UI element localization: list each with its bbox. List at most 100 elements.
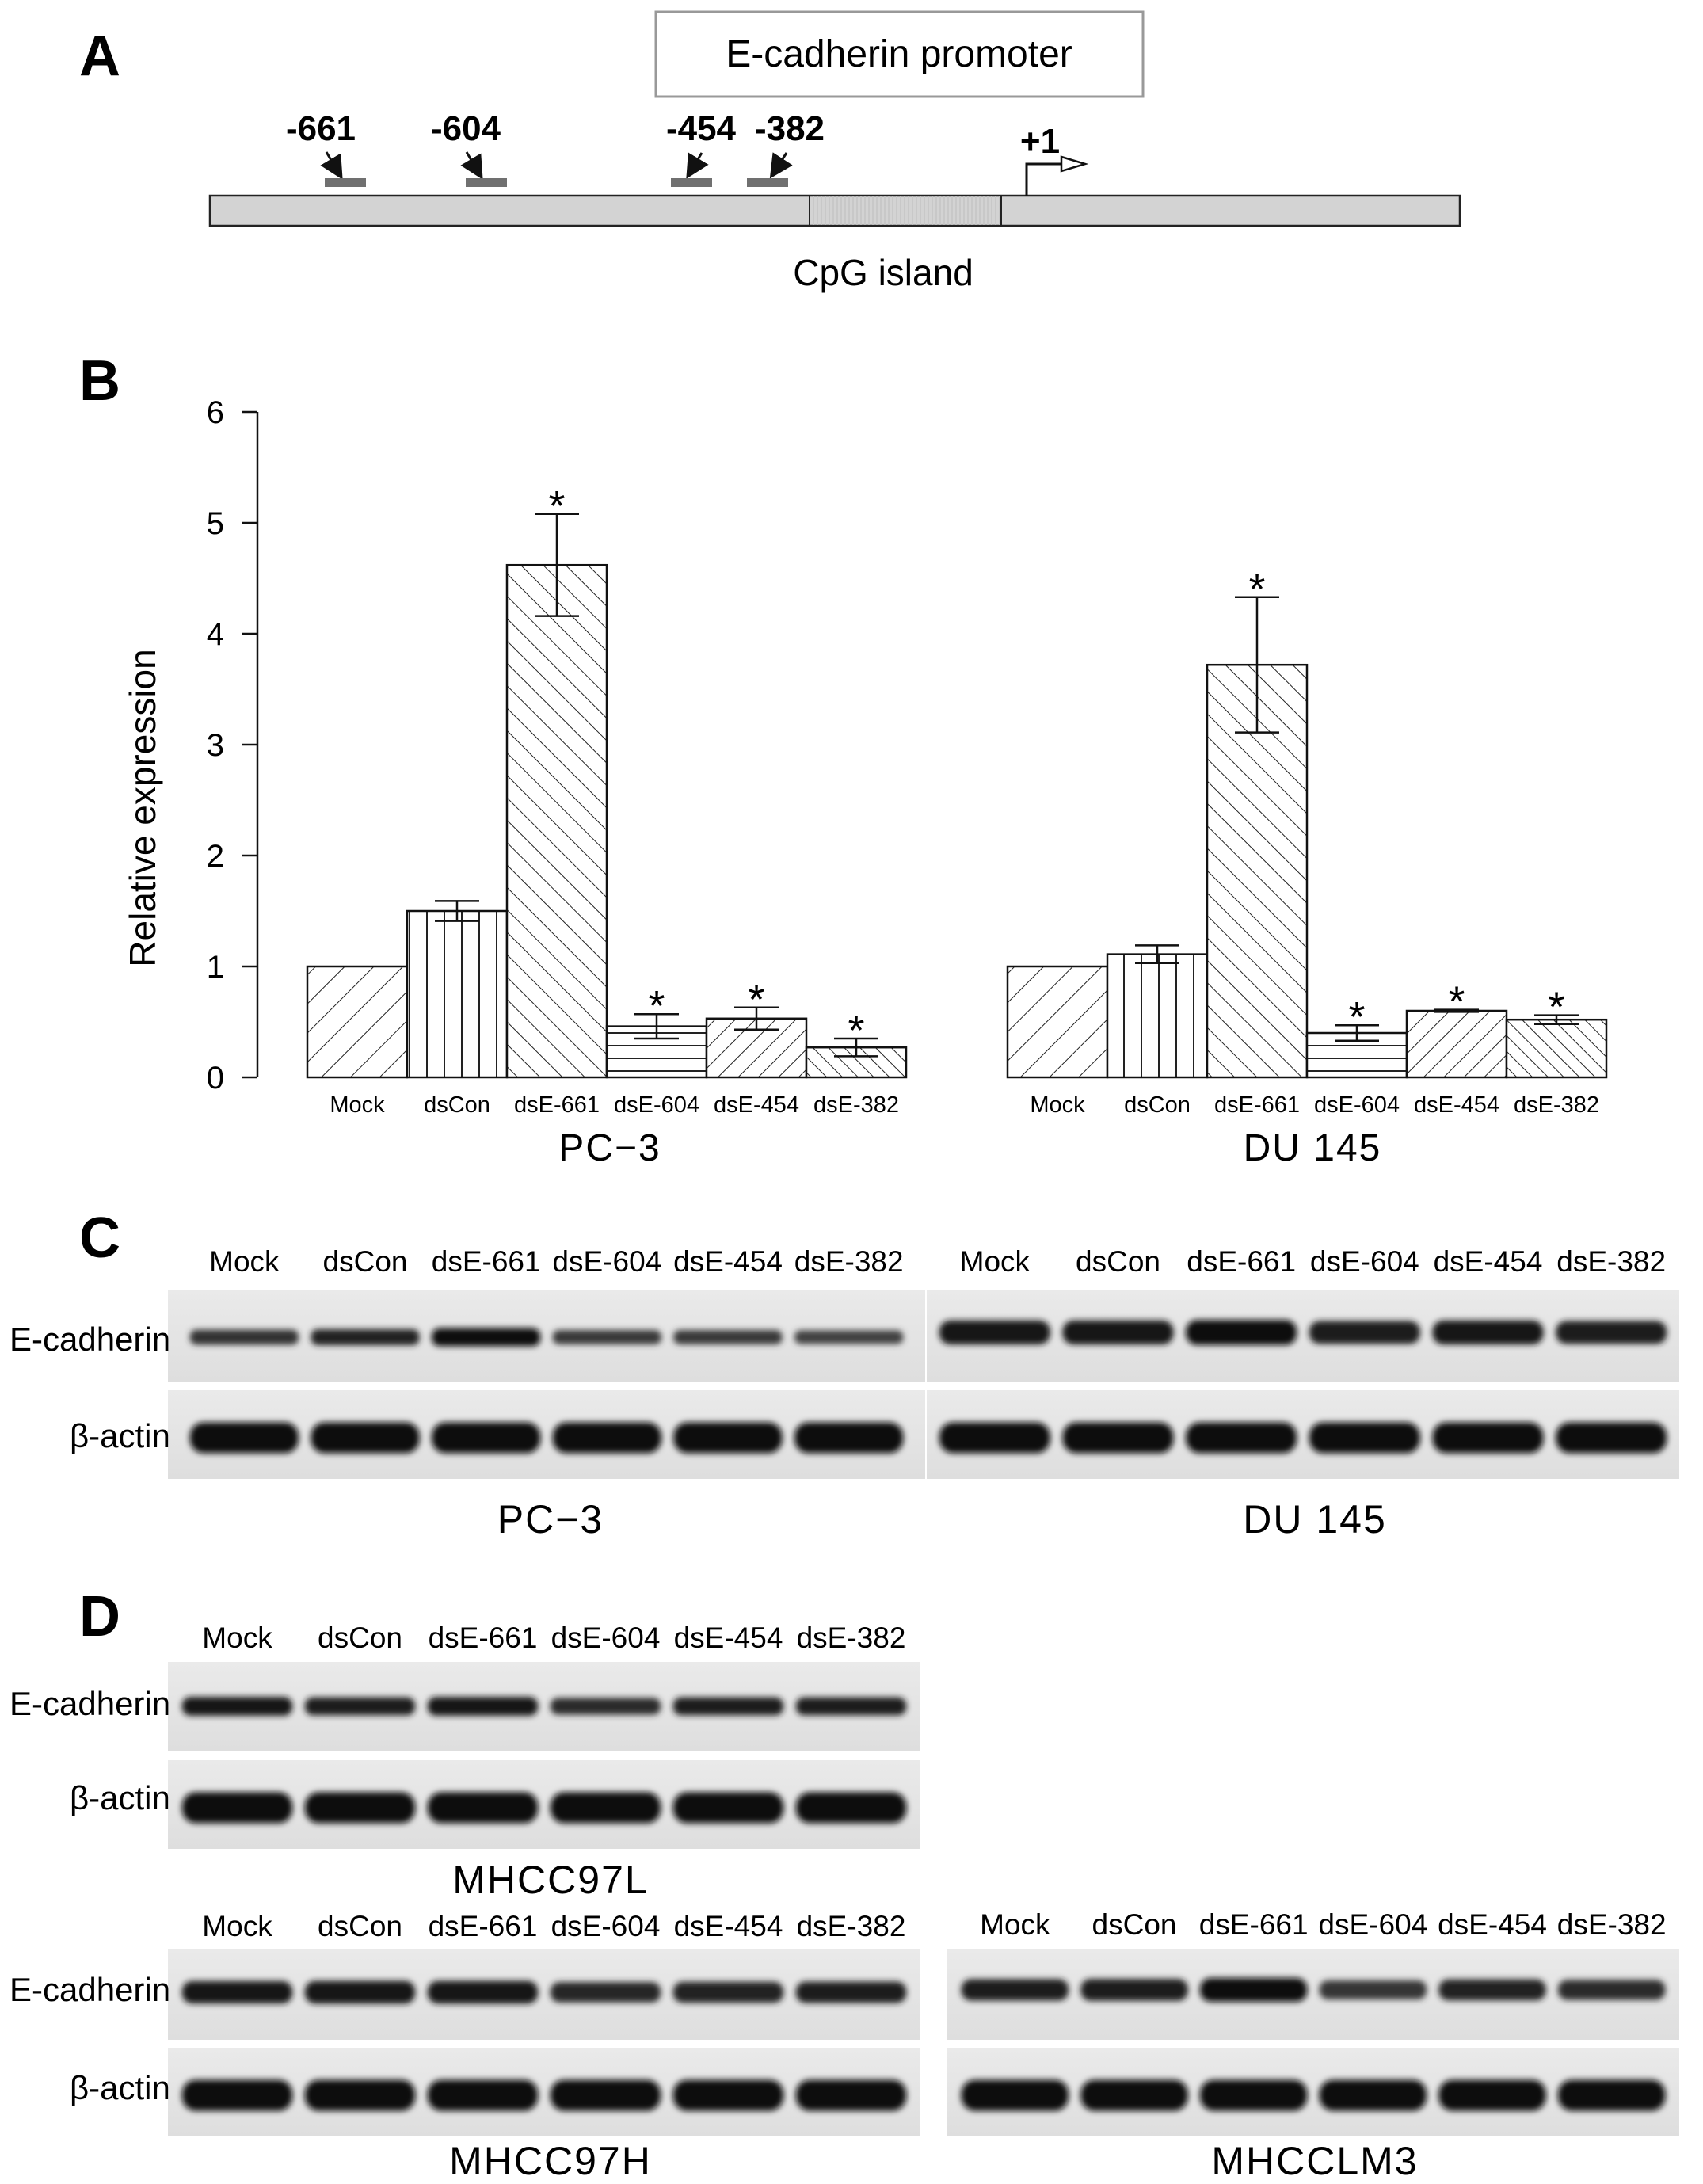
group-label-pc3: PC−3 [558, 1127, 661, 1169]
ecadherin-band [431, 1328, 541, 1347]
significance-star: * [848, 1007, 864, 1054]
x-tick-label: dsE-454 [1414, 1092, 1499, 1118]
x-tick-labels: Mock dsCon dsE-661 dsE-604 dsE-454 dsE-382 Moc… [330, 1092, 1599, 1118]
x-tick-label: dsE-604 [614, 1092, 699, 1118]
panel-b-letter: B [79, 349, 120, 413]
lane-label: dsE-454 [673, 1245, 783, 1278]
blot-mhcclm3: Mock dsCon dsE-661 dsE-604 dsE-454 dsE-382 [947, 1908, 1679, 2136]
ecadherin-band [961, 1979, 1069, 2001]
ecadherin-band [939, 1320, 1050, 1345]
row-label-ecadherin: E-cadherin [10, 1321, 170, 1358]
panel-d-letter: D [79, 1585, 120, 1648]
cell-line-mhcclm3: MHCCLM3 [1211, 2139, 1418, 2180]
actin-band [189, 1422, 299, 1454]
lane-label: dsE-661 [429, 1910, 538, 1942]
tss-label: +1 [1020, 122, 1060, 161]
significance-star: * [1448, 978, 1465, 1026]
ecadherin-band [189, 1329, 299, 1345]
actin-band [939, 1422, 1050, 1454]
ecadherin-band [181, 1980, 293, 2004]
x-tick-label: dsCon [1124, 1092, 1191, 1118]
row-label-bactin: β-actin [70, 1417, 170, 1454]
ecadherin-band [1080, 1979, 1188, 2001]
row-label-ecadherin: E-cadherin [10, 1685, 170, 1722]
x-tick-label: dsE-382 [1514, 1092, 1599, 1118]
lane-label: dsCon [318, 1622, 402, 1654]
y-tick-label: 4 [207, 617, 224, 652]
actin-band [1432, 1422, 1544, 1454]
ecadherin-band [1432, 1320, 1544, 1345]
ecadherin-band [672, 1697, 784, 1716]
ecadherin-strip [947, 1949, 1679, 2040]
cell-line-du145: DU 145 [1243, 1497, 1387, 1542]
ecadherin-band [1309, 1321, 1420, 1344]
lane-label: dsCon [323, 1245, 408, 1278]
lane-label: dsE-661 [429, 1622, 538, 1654]
site-label: -382 [755, 109, 825, 148]
ecadherin-band [794, 1330, 904, 1344]
y-tick-label: 2 [207, 839, 224, 874]
ecadherin-band [795, 1981, 907, 2003]
actin-band [552, 1422, 662, 1454]
lane-label: dsE-661 [1199, 1908, 1309, 1941]
significance-star: * [1348, 993, 1365, 1041]
actin-band [427, 1792, 539, 1824]
blot-pc3: Mock dsCon dsE-661 dsE-604 dsE-454 dsE-382 [168, 1245, 925, 1479]
lane-label: Mock [980, 1908, 1050, 1941]
actin-band [550, 1792, 661, 1824]
panel-a-letter: A [79, 25, 120, 88]
actin-band [1309, 1422, 1420, 1454]
ecadherin-band [1062, 1320, 1174, 1345]
x-tick-label: dsE-454 [714, 1092, 799, 1118]
ecadherin-band [427, 1697, 539, 1716]
bar-dsE-382 [1505, 1018, 1608, 1079]
x-tick-label: dsE-382 [813, 1092, 899, 1118]
lane-label: dsE-454 [674, 1910, 783, 1942]
actin-band [795, 2079, 907, 2111]
cpg-island-label: CpG island [793, 252, 973, 293]
ecadherin-strip [168, 1949, 920, 2040]
lane-label: dsE-454 [1438, 1908, 1547, 1941]
actin-band [1438, 2079, 1546, 2111]
actin-band [672, 2079, 784, 2111]
actin-band [181, 2079, 293, 2111]
ecadherin-band [1319, 1980, 1427, 2000]
bars: * * * * * * * * [306, 482, 1608, 1079]
panel-c-letter: C [79, 1206, 120, 1270]
actin-band [1319, 2079, 1427, 2111]
actin-strip [927, 1390, 1679, 1479]
cell-line-mhcc97h: MHCC97H [449, 2139, 652, 2180]
x-tick-label: dsE-661 [1214, 1092, 1300, 1118]
y-tick-label: 0 [207, 1061, 224, 1096]
actin-strip [168, 2048, 920, 2136]
actin-band [795, 1792, 907, 1824]
actin-band [794, 1422, 904, 1454]
actin-band [427, 2079, 539, 2111]
x-tick-label: dsCon [424, 1092, 490, 1118]
lane-label: Mock [960, 1245, 1031, 1278]
actin-band [1186, 1422, 1297, 1454]
row-label-ecadherin: E-cadherin [10, 1971, 170, 2008]
site-marker-604: -604 [431, 109, 507, 187]
actin-strip [168, 1760, 920, 1849]
lane-label: dsE-661 [1187, 1245, 1296, 1278]
significance-star: * [648, 982, 665, 1030]
ecadherin-band [550, 1698, 661, 1715]
actin-band [311, 1422, 420, 1454]
lane-label: dsE-382 [797, 1910, 906, 1942]
group-label-du145: DU 145 [1244, 1127, 1382, 1169]
cell-line-mhcc97l: MHCC97L [452, 1858, 648, 1902]
bar-Mock [306, 965, 409, 1079]
lane-label: dsE-382 [794, 1245, 904, 1278]
ecadherin-band [552, 1329, 662, 1345]
actin-band [550, 2079, 661, 2111]
actin-strip [947, 2048, 1679, 2136]
lane-label: dsE-604 [1318, 1908, 1427, 1941]
lane-label: dsE-604 [551, 1622, 661, 1654]
lane-label: dsE-382 [1556, 1245, 1666, 1278]
ecadherin-band [1438, 1979, 1546, 2001]
site-label: -454 [666, 109, 737, 148]
x-tick-label: dsE-661 [514, 1092, 600, 1118]
row-label-bactin: β-actin [70, 2069, 170, 2106]
ecadherin-strip [927, 1290, 1679, 1382]
